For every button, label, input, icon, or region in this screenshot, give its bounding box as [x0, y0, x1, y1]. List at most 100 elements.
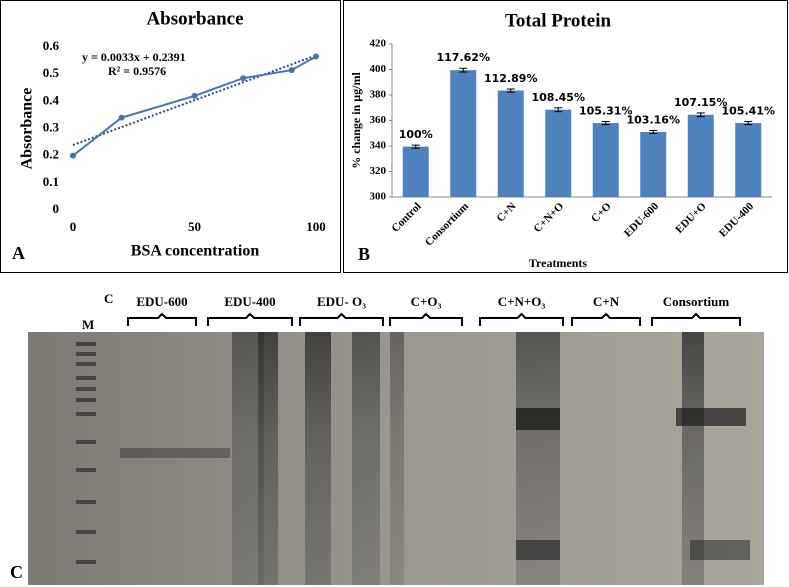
y-axis-label: Absorbance [19, 88, 36, 170]
percent-label: 105.31% [579, 105, 632, 118]
y-tick-label: 0.2 [43, 147, 59, 162]
percent-label: 117.62% [437, 51, 490, 64]
x-axis-label: BSA concentration [131, 243, 260, 260]
gel-band [690, 540, 750, 560]
gel-bracket [389, 312, 463, 326]
percent-label: 108.45% [532, 91, 585, 104]
marker-band [76, 352, 96, 356]
y-tick-label: 300 [370, 191, 387, 203]
y-tick-label: 400 [370, 63, 387, 75]
error-bar [411, 144, 420, 149]
gel-lane-label: EDU-400 [224, 294, 275, 309]
marker-band [76, 530, 96, 534]
gel-band [516, 408, 560, 430]
point [240, 75, 247, 82]
x-tick-label: Control [389, 200, 423, 234]
percent-label: 100% [399, 128, 433, 141]
gel-lane [390, 332, 404, 585]
y-tick-label: 420 [370, 38, 387, 50]
x-tick-label: EDU-400 [717, 200, 757, 240]
error-bar [649, 129, 658, 135]
x-tick-label: C+O [589, 200, 614, 225]
x-tick-label: 0 [70, 219, 77, 234]
bar [450, 70, 477, 197]
gel-lane-label: Consortium [663, 294, 730, 309]
x-tick-label: 100 [306, 219, 326, 234]
gel-band [516, 540, 560, 560]
marker-band [76, 468, 96, 472]
gel-label: C [104, 291, 113, 306]
y-tick-label: 0.6 [43, 38, 60, 53]
x-tick-label: EDU+O [673, 200, 709, 236]
y-tick-label: 0.4 [43, 92, 60, 107]
chart-title: Absorbance [146, 8, 243, 29]
line [72, 55, 317, 157]
y-tick-label: 0.1 [43, 174, 59, 189]
marker-band [76, 376, 96, 380]
gel-lane [258, 332, 278, 585]
trendline-equation: y = 0.0033x + 0.2391 [82, 50, 186, 64]
error-bar [696, 112, 705, 118]
gel-bracket [479, 312, 564, 326]
y-tick-label: 340 [370, 140, 387, 152]
panel-label: A [12, 243, 25, 263]
y-tick-label: 360 [370, 114, 387, 126]
gel-band [676, 408, 746, 426]
x-tick-label: C+N+O [532, 200, 567, 235]
gel-image [28, 332, 764, 585]
gel-lane [682, 332, 704, 585]
percent-label: 103.16% [627, 113, 680, 126]
bar [592, 123, 619, 197]
marker-band [76, 362, 96, 366]
percent-label: 107.15% [674, 96, 727, 109]
gel-lane [305, 332, 331, 585]
gel-bracket [571, 312, 641, 326]
marker-band [76, 342, 96, 346]
gel-lane-label: EDU- O₃ [317, 294, 366, 309]
point [191, 92, 198, 99]
gel-bracket [207, 312, 293, 326]
x-tick-label: EDU-600 [622, 200, 662, 240]
point [118, 114, 125, 121]
point [70, 152, 76, 159]
error-bar [554, 107, 563, 113]
panel-label: C [10, 562, 23, 582]
error-bar [601, 121, 610, 126]
gel-lane-label: C+N+O₃ [498, 294, 546, 309]
y-axis-label: % change in µg/ml [349, 72, 363, 169]
gel-lane-label: EDU-600 [136, 294, 187, 309]
gel-lane [352, 332, 380, 585]
bar [687, 114, 714, 197]
bar [545, 109, 572, 197]
gel-bracket [299, 312, 384, 326]
chart-title: Total Protein [505, 10, 612, 31]
error-bar [744, 121, 753, 126]
gel-bracket [651, 312, 741, 326]
y-tick-label: 0.5 [43, 65, 60, 80]
percent-label: 105.41% [722, 105, 775, 118]
bar [497, 90, 524, 197]
point [313, 53, 319, 60]
marker-band [76, 500, 96, 504]
error-bar [506, 88, 515, 93]
error-bar [459, 67, 468, 73]
panel-frame [343, 0, 788, 273]
bar [735, 123, 762, 197]
percent-label: 112.89% [484, 72, 537, 85]
gel-lane-label: C+O₃ [411, 294, 442, 309]
y-tick-label: 0.3 [43, 119, 60, 134]
marker-band [76, 387, 96, 391]
x-axis-label: Treatments [529, 256, 588, 270]
r-squared: R² = 0.9576 [108, 64, 166, 78]
x-tick-label: 50 [188, 219, 201, 234]
gel-marker-label: M [82, 317, 94, 332]
point [288, 67, 295, 74]
marker-band [76, 440, 96, 444]
y-tick-label: 380 [370, 89, 387, 101]
y-tick-label: 320 [370, 165, 387, 177]
panel-frame [0, 0, 341, 273]
bar [640, 131, 667, 197]
x-tick-label: C+N [495, 200, 519, 224]
marker-band [76, 560, 96, 564]
